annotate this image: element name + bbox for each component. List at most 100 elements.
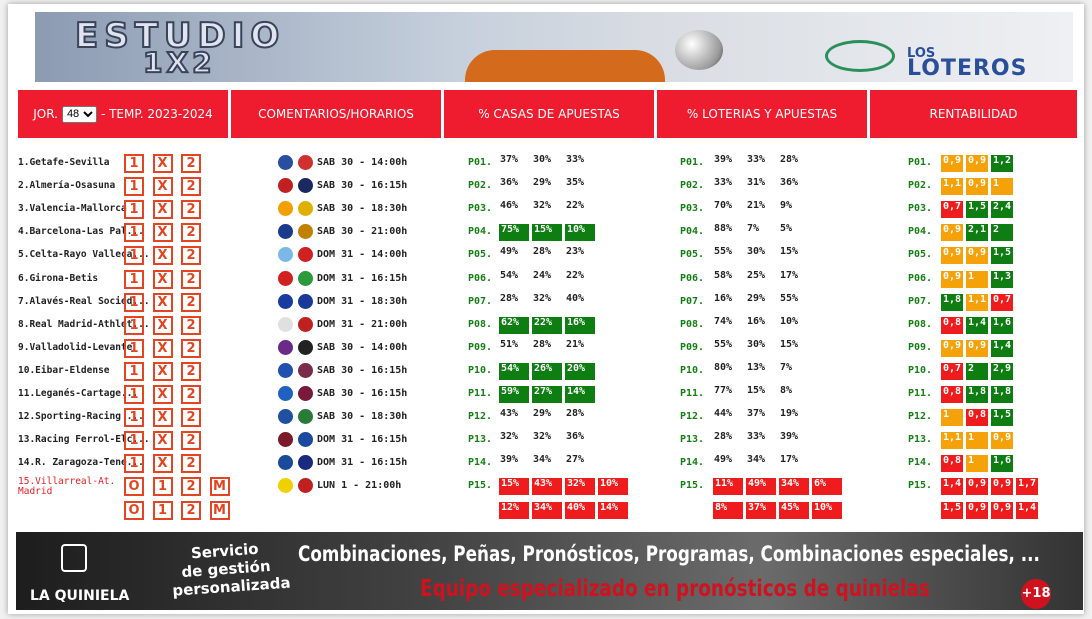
tab[interactable]: COMENTARIOS/HORARIOS bbox=[231, 90, 441, 138]
match-name: 12.Sporting-Racing ... bbox=[18, 411, 144, 423]
rent-cell: 2,9 bbox=[990, 361, 1014, 381]
pronostic-number: P15. bbox=[468, 480, 493, 492]
sign-box[interactable]: 1 bbox=[124, 269, 144, 289]
percent-cell: 20% bbox=[564, 361, 596, 381]
sign-box[interactable]: 1 bbox=[124, 408, 144, 428]
pronostic-number: P06. bbox=[680, 272, 705, 284]
sign-box[interactable]: 2 bbox=[181, 154, 201, 173]
percent-cell: 80% bbox=[714, 361, 733, 373]
crest bbox=[278, 201, 293, 217]
crest bbox=[298, 247, 313, 263]
sign-box[interactable]: X bbox=[152, 177, 173, 197]
crest bbox=[278, 455, 293, 471]
match-name: 5.Celta-Rayo Valleca... bbox=[18, 249, 150, 261]
match-name: 14.R. Zaragoza-Tene... bbox=[18, 457, 144, 469]
sign-box[interactable]: X bbox=[152, 154, 173, 173]
percent-cell: 37% bbox=[745, 501, 777, 521]
sign-box[interactable]: 1 bbox=[152, 477, 173, 497]
subheadline: Equipo especializado en pronósticos de q… bbox=[420, 576, 930, 602]
sign-box[interactable]: 1 bbox=[124, 292, 144, 312]
sign-box[interactable]: M bbox=[209, 477, 230, 497]
sign-box[interactable]: 2 bbox=[181, 200, 201, 220]
sign-box[interactable]: 1 bbox=[124, 223, 144, 243]
sign-box[interactable]: X bbox=[152, 454, 173, 474]
rent-cell: 2 bbox=[990, 223, 1014, 243]
sign-box[interactable]: X bbox=[152, 246, 173, 266]
sign-box[interactable]: 1 bbox=[124, 385, 144, 404]
pronostic-number: P07. bbox=[680, 295, 705, 307]
sign-box[interactable]: 1 bbox=[124, 154, 144, 173]
rent-cell: 0,7 bbox=[940, 361, 964, 381]
footer-ad[interactable]: LA QUINIELA Servicio de gestión personal… bbox=[16, 532, 1083, 610]
sign-box[interactable]: X bbox=[152, 431, 173, 451]
percent-cell: 36% bbox=[780, 177, 799, 189]
sign-box[interactable]: 2 bbox=[181, 223, 201, 243]
rent-cell: 1 bbox=[965, 454, 989, 474]
percent-cell: 32% bbox=[533, 431, 552, 443]
label: % CASAS DE APUESTAS bbox=[478, 107, 620, 121]
percent-cell: 49% bbox=[500, 246, 519, 258]
percent-cell: 12% bbox=[498, 501, 530, 521]
sign-box[interactable]: 2 bbox=[181, 361, 201, 381]
sign-box[interactable]: 2 bbox=[181, 454, 201, 474]
sign-box[interactable]: 2 bbox=[181, 246, 201, 266]
service: Servicio de gestión personalizada bbox=[169, 538, 291, 600]
sign-box[interactable]: M bbox=[209, 501, 230, 521]
sign-box[interactable]: O bbox=[124, 501, 144, 521]
sign-box[interactable]: 2 bbox=[181, 385, 201, 404]
sign-box[interactable]: X bbox=[152, 361, 173, 381]
sign-box[interactable]: X bbox=[152, 385, 173, 404]
crest bbox=[298, 270, 313, 286]
match-time: SAB 30 - 16:15h bbox=[317, 388, 408, 399]
crest bbox=[278, 409, 293, 425]
sign-box[interactable]: 1 bbox=[124, 177, 144, 197]
percent-cell: 62% bbox=[498, 315, 530, 335]
match-name: 13.Racing Ferrol-Elc... bbox=[18, 434, 150, 446]
percent-cell: 16% bbox=[747, 315, 766, 327]
pronostic-number: P02. bbox=[908, 180, 933, 192]
sign-box[interactable]: 1 bbox=[124, 200, 144, 220]
sign-box[interactable]: 2 bbox=[181, 338, 201, 358]
sign-box[interactable]: 2 bbox=[181, 431, 201, 451]
percent-cell: 15% bbox=[531, 223, 563, 243]
page: ESTUDIO 1X2 LOS LOTEROS JOR. 48 - TEMP. … bbox=[8, 4, 1084, 614]
tab[interactable]: RENTABILIDAD bbox=[870, 90, 1077, 138]
tab[interactable]: % CASAS DE APUESTAS bbox=[444, 90, 654, 138]
sign-box[interactable]: 1 bbox=[124, 246, 144, 266]
sign-box[interactable]: X bbox=[152, 315, 173, 335]
sign-box[interactable]: 1 bbox=[124, 454, 144, 474]
crest bbox=[278, 293, 293, 309]
pronostic-number: P06. bbox=[908, 272, 933, 284]
sign-box[interactable]: X bbox=[152, 408, 173, 428]
sign-box[interactable]: 2 bbox=[181, 292, 201, 312]
percent-cell: 88% bbox=[714, 223, 733, 235]
percent-cell: 43% bbox=[531, 477, 563, 497]
sign-box[interactable]: 1 bbox=[124, 338, 144, 358]
sign-box[interactable]: 2 bbox=[181, 408, 201, 428]
sign-box[interactable]: 1 bbox=[152, 501, 173, 521]
sign-box[interactable]: 1 bbox=[124, 315, 144, 335]
tab[interactable]: % LOTERIAS Y APUESTAS bbox=[657, 90, 867, 138]
sign-box[interactable]: O bbox=[124, 477, 144, 497]
percent-cell: 29% bbox=[533, 177, 552, 189]
sign-box[interactable]: 2 bbox=[181, 315, 201, 335]
sign-box[interactable]: 2 bbox=[181, 269, 201, 289]
sign-box[interactable]: 2 bbox=[181, 501, 201, 521]
sign-box[interactable]: 2 bbox=[181, 177, 201, 197]
sign-box[interactable]: 2 bbox=[181, 477, 201, 497]
sign-box[interactable]: 1 bbox=[124, 431, 144, 451]
percent-cell: 34% bbox=[747, 454, 766, 466]
rent-cell: 1 bbox=[940, 408, 964, 428]
jornada-select[interactable]: 48 bbox=[61, 105, 97, 123]
percent-cell: 39% bbox=[500, 454, 519, 466]
percent-cell: 22% bbox=[566, 269, 585, 281]
sign-box[interactable]: X bbox=[152, 338, 173, 358]
sign-box[interactable]: X bbox=[152, 292, 173, 312]
percent-cell: 25% bbox=[747, 269, 766, 281]
sign-box[interactable]: X bbox=[152, 223, 173, 243]
sign-box[interactable]: X bbox=[152, 269, 173, 289]
percent-cell: 45% bbox=[778, 501, 810, 521]
percent-cell: 27% bbox=[531, 385, 563, 404]
sign-box[interactable]: 1 bbox=[124, 361, 144, 381]
sign-box[interactable]: X bbox=[152, 200, 173, 220]
